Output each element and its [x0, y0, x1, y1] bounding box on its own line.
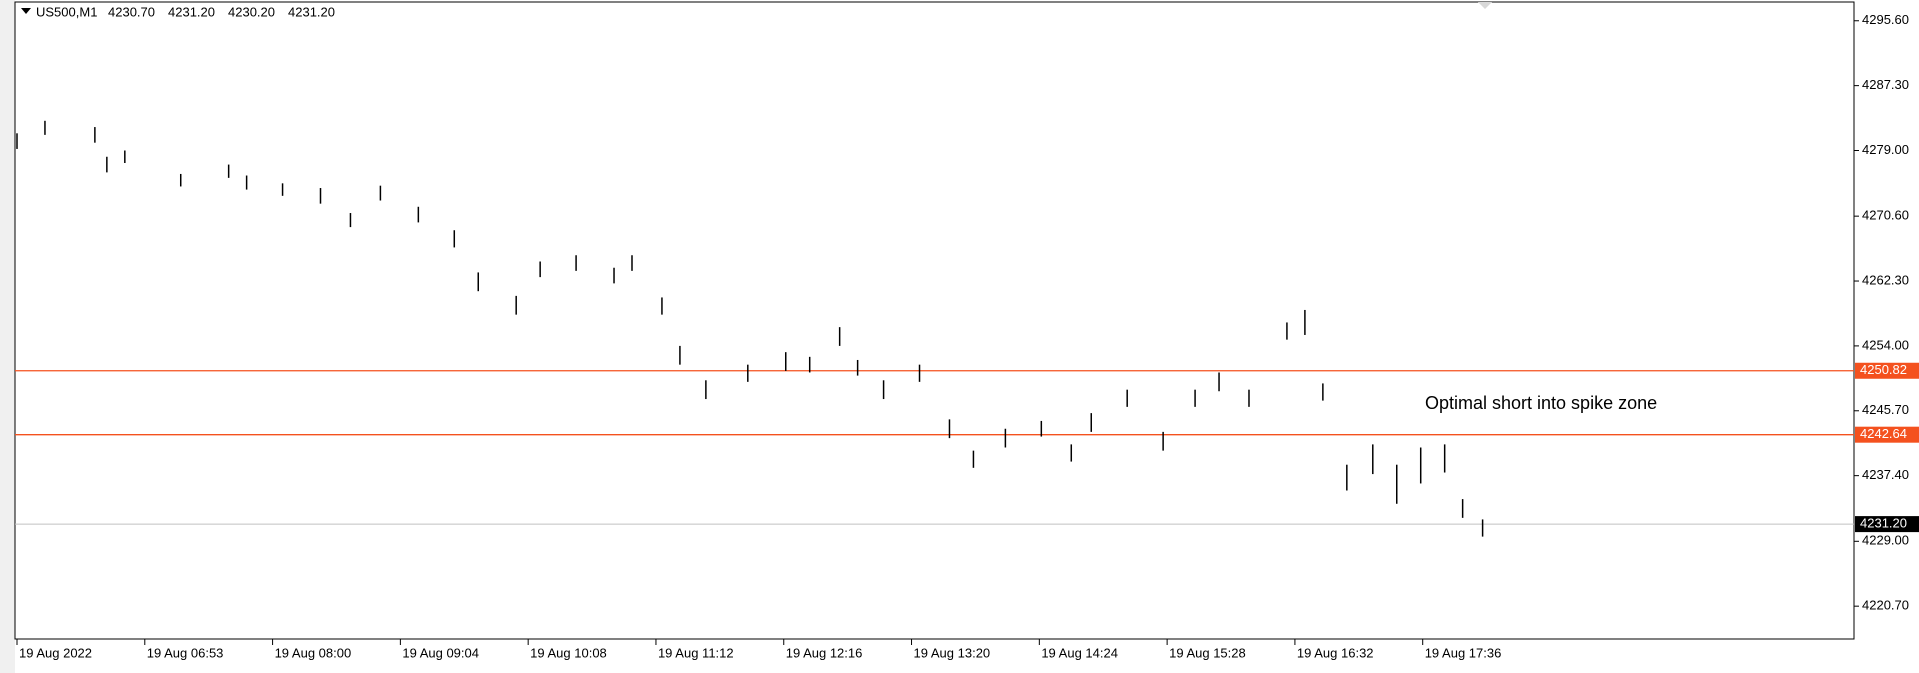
left-frame	[0, 0, 15, 673]
quote-value: 4230.20	[228, 4, 275, 19]
quote-value: 4230.70	[108, 4, 155, 19]
price-label: 4231.20	[1860, 516, 1907, 531]
price-tag	[1855, 516, 1919, 533]
x-tick-label: 19 Aug 14:24	[1041, 645, 1118, 660]
y-tick-label: 4220.70	[1862, 598, 1909, 613]
x-tick-label: 19 Aug 17:36	[1425, 645, 1502, 660]
plot-frame	[14, 1, 1855, 640]
quote-value: 4231.20	[288, 4, 335, 19]
y-tick-label: 4229.00	[1862, 533, 1909, 548]
x-tick-label: 19 Aug 13:20	[914, 645, 991, 660]
scroll-marker	[1478, 2, 1492, 9]
x-tick-label: 19 Aug 15:28	[1169, 645, 1246, 660]
symbol: US500,M1	[36, 4, 97, 19]
x-tick-label: 19 Aug 2022	[19, 645, 92, 660]
level-label: 4250.82	[1860, 362, 1907, 377]
x-tick-label: 19 Aug 09:04	[402, 645, 479, 660]
y-tick-label: 4262.30	[1862, 272, 1909, 287]
level-label: 4242.64	[1860, 426, 1907, 441]
y-tick-label: 4295.60	[1862, 12, 1909, 27]
quote-value: 4231.20	[168, 4, 215, 19]
x-tick-label: 19 Aug 10:08	[530, 645, 607, 660]
menu-arrow[interactable]	[21, 8, 31, 14]
y-tick-label: 4237.40	[1862, 467, 1909, 482]
x-tick-label: 19 Aug 16:32	[1297, 645, 1374, 660]
x-tick-label: 19 Aug 11:12	[658, 645, 734, 660]
annotation: Optimal short into spike zone	[1425, 393, 1657, 413]
y-tick-label: 4287.30	[1862, 77, 1909, 92]
x-tick-label: 19 Aug 06:53	[147, 645, 224, 660]
x-tick-label: 19 Aug 08:00	[275, 645, 352, 660]
y-tick-label: 4254.00	[1862, 337, 1909, 352]
x-tick-label: 19 Aug 12:16	[786, 645, 863, 660]
y-tick-label: 4245.70	[1862, 402, 1909, 417]
level-tag	[1855, 362, 1919, 379]
y-tick-label: 4270.60	[1862, 208, 1909, 223]
y-tick-label: 4279.00	[1862, 142, 1909, 157]
level-tag	[1855, 426, 1919, 443]
